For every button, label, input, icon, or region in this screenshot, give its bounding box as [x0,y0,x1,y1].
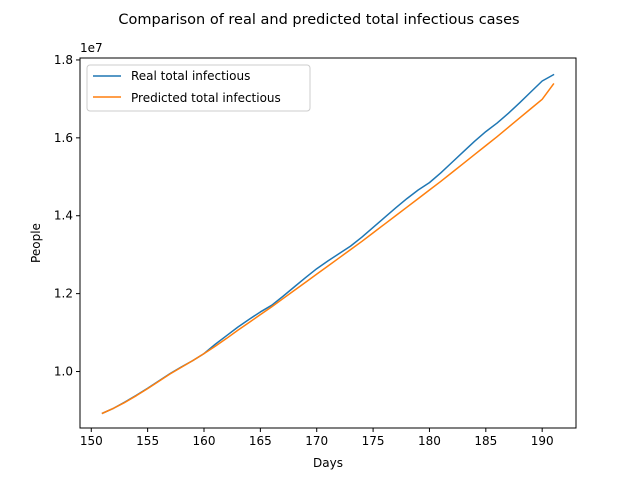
x-tick-label: 170 [305,434,328,448]
y-offset-label: 1e7 [80,41,103,55]
x-tick-label: 175 [362,434,385,448]
y-tick-label: 1.2 [54,287,73,301]
legend-label-real: Real total infectious [131,69,250,83]
legend-label-predicted: Predicted total infectious [131,91,281,105]
legend-box [86,64,311,112]
x-axis-label: Days [313,456,343,470]
x-tick-label: 190 [531,434,554,448]
y-tick-label: 1.0 [54,365,73,379]
plot-frame [79,57,577,429]
x-tick-label: 185 [474,434,497,448]
x-tick-label: 180 [418,434,441,448]
x-axis: 150 155 160 165 170 175 180 185 190 [80,428,554,448]
x-tick-label: 165 [249,434,272,448]
x-tick-label: 160 [193,434,216,448]
plot-lines [101,73,555,415]
series-line-1 [101,83,555,415]
chart-title: Comparison of real and predicted total i… [118,12,519,28]
x-tick-label: 155 [136,434,159,448]
y-tick-label: 1.8 [54,53,73,67]
y-tick-label: 1.4 [54,209,73,223]
x-tick-label: 150 [80,434,103,448]
y-tick-label: 1.6 [54,131,73,145]
legend: Real total infectious Predicted total in… [86,64,311,112]
y-axis-label: People [29,223,43,263]
y-axis: 1.0 1.2 1.4 1.6 1.8 [54,53,80,379]
